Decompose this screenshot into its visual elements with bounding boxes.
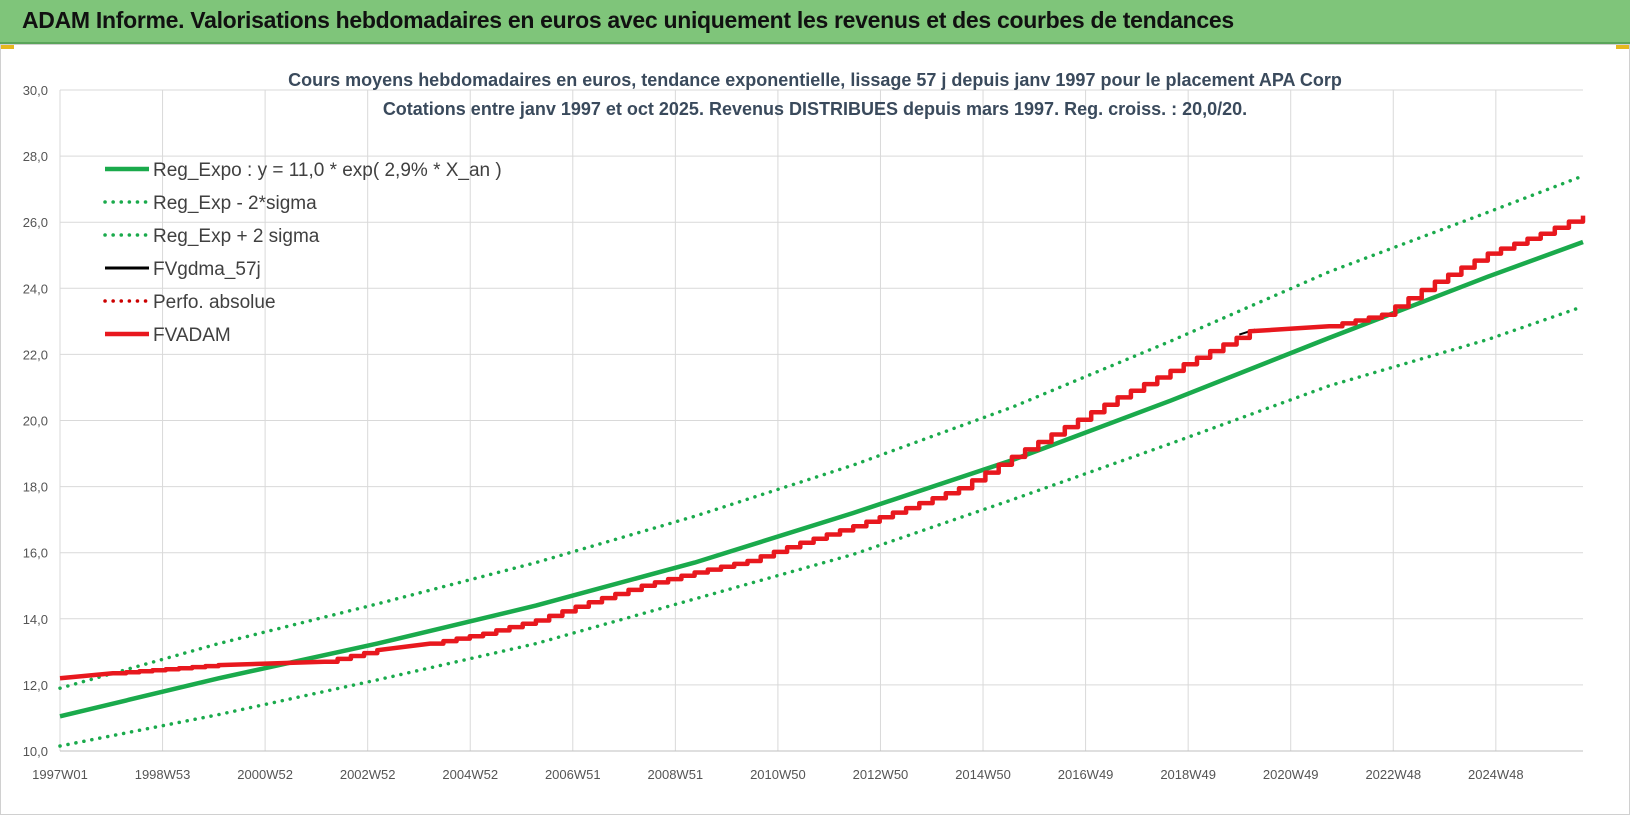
legend-label-0: Reg_Expo : y = 11,0 * exp( 2,9% * X_an ) bbox=[153, 160, 502, 181]
chart-legend: Reg_Expo : y = 11,0 * exp( 2,9% * X_an )… bbox=[103, 160, 502, 346]
y-tick-label: 10,0 bbox=[23, 744, 48, 759]
y-tick-label: 14,0 bbox=[23, 612, 48, 627]
y-tick-label: 12,0 bbox=[23, 678, 48, 693]
x-tick-label: 2006W51 bbox=[545, 767, 601, 782]
y-tick-label: 20,0 bbox=[23, 414, 48, 429]
series-line-5 bbox=[59, 215, 1586, 681]
y-tick-label: 28,0 bbox=[23, 149, 48, 164]
chart-subtitle: Cotations entre janv 1997 et oct 2025. R… bbox=[383, 99, 1247, 119]
x-tick-label: 2000W52 bbox=[237, 767, 293, 782]
legend-label-3: FVgdma_57j bbox=[153, 259, 261, 280]
x-tick-label: 2022W48 bbox=[1365, 767, 1421, 782]
axis-layer: 10,0 12,0 14,0 16,0 18,0 20,0 22,0 24,0 26,0 28,0… bbox=[23, 83, 1583, 782]
series-layer bbox=[58, 174, 1586, 748]
y-tick-label: 24,0 bbox=[23, 281, 48, 296]
y-tick-label: 22,0 bbox=[23, 347, 48, 362]
chart-title: Cours moyens hebdomadaires en euros, ten… bbox=[288, 70, 1342, 90]
grid-layer bbox=[59, 89, 1583, 752]
series-line-0 bbox=[59, 239, 1584, 719]
y-tick-label: 26,0 bbox=[23, 215, 48, 230]
x-tick-label: 2004W52 bbox=[442, 767, 498, 782]
legend-label-2: Reg_Exp + 2 sigma bbox=[153, 226, 320, 247]
corner-marker-right bbox=[1616, 44, 1630, 49]
legend-label-4: Perfo. absolue bbox=[153, 292, 276, 313]
banner-title: ADAM Informe. Valorisations hebdomadaire… bbox=[22, 7, 1234, 33]
x-tick-label: 2012W50 bbox=[853, 767, 909, 782]
y-tick-label: 18,0 bbox=[23, 480, 48, 495]
x-tick-label: 2016W49 bbox=[1058, 767, 1114, 782]
y-tick-label: 30,0 bbox=[23, 83, 48, 98]
x-tick-label: 2014W50 bbox=[955, 767, 1011, 782]
x-tick-label: 2018W49 bbox=[1160, 767, 1216, 782]
y-tick-label: 16,0 bbox=[23, 546, 48, 561]
line-chart: 10,0 12,0 14,0 16,0 18,0 20,0 22,0 24,0 26,0 28,0… bbox=[23, 70, 1586, 782]
x-tick-label: 1997W01 bbox=[32, 767, 88, 782]
x-tick-label: 2020W49 bbox=[1263, 767, 1319, 782]
legend-label-1: Reg_Exp - 2*sigma bbox=[153, 193, 317, 214]
x-tick-label: 2024W48 bbox=[1468, 767, 1524, 782]
header-banner: ADAM Informe. Valorisations hebdomadaire… bbox=[0, 0, 1630, 44]
series-line-2 bbox=[58, 174, 1585, 690]
x-tick-label: 2008W51 bbox=[648, 767, 704, 782]
corner-marker-left bbox=[0, 44, 14, 49]
x-tick-label: 1998W53 bbox=[135, 767, 191, 782]
x-tick-label: 2002W52 bbox=[340, 767, 396, 782]
legend-label-5: FVADAM bbox=[153, 325, 231, 346]
x-tick-label: 2010W50 bbox=[750, 767, 806, 782]
series-line-1 bbox=[58, 304, 1585, 748]
